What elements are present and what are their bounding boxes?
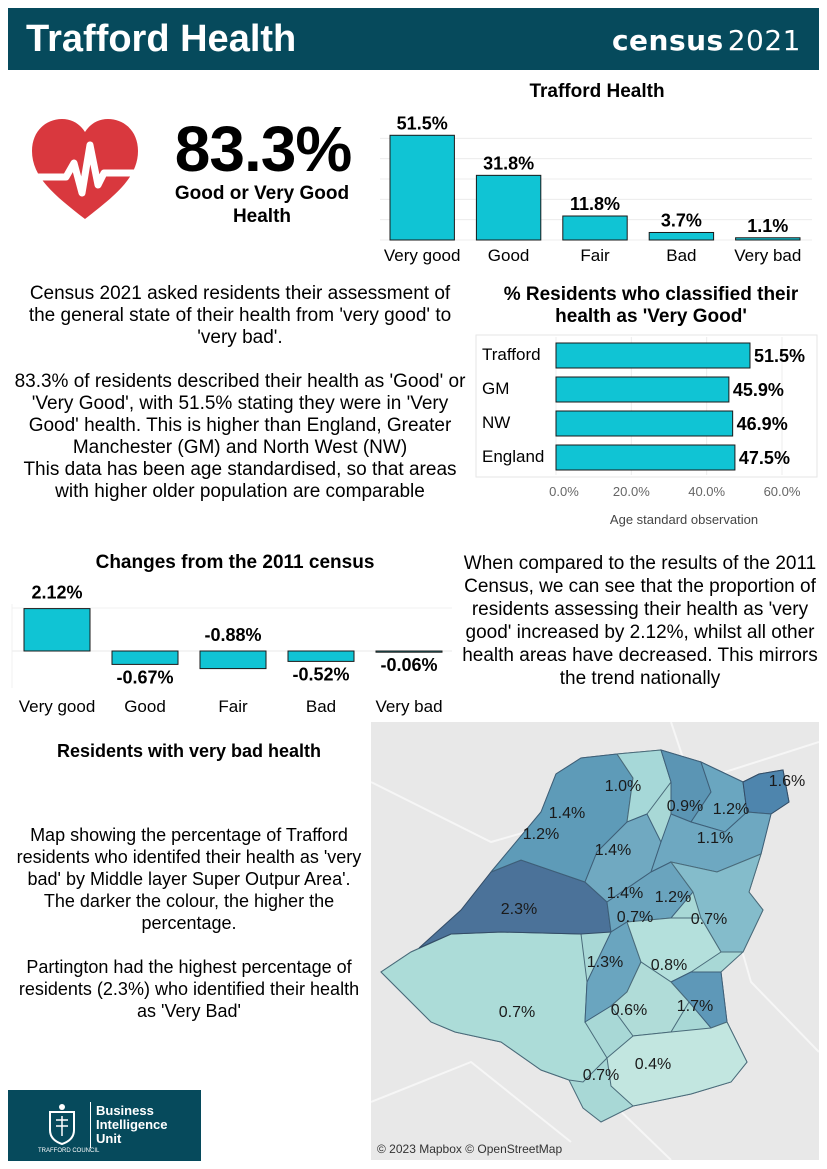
map-area-label: 1.2% (523, 826, 559, 843)
bar (555, 376, 730, 403)
map-area-label: 1.6% (769, 773, 805, 790)
map-area-label: 0.7% (499, 1004, 535, 1021)
map-area-label: 1.3% (587, 954, 623, 971)
data-label: 1.1% (747, 216, 788, 236)
changes-text: When compared to the results of the 2011… (462, 553, 818, 689)
data-label: 31.8% (483, 153, 534, 173)
data-label: 51.5% (397, 113, 448, 133)
data-label: 11.8% (570, 194, 620, 214)
intro-text: Census 2021 asked residents their assess… (14, 283, 466, 502)
map-section-title: Residents with very bad health (56, 741, 322, 761)
logo-text: Business Intelligence Unit (96, 1103, 168, 1146)
bar (287, 650, 355, 662)
tick-label: 40.0% (688, 484, 725, 499)
bar (111, 650, 179, 665)
tick-label: 60.0% (764, 484, 801, 499)
data-label: 45.9% (733, 380, 784, 400)
category-label: Fair (218, 697, 248, 716)
map-area-label: 0.8% (651, 957, 687, 974)
map-area-label: 1.7% (677, 998, 713, 1015)
map-area-label: 0.7% (691, 911, 727, 928)
plot-frame (475, 334, 818, 478)
business-intelligence-unit-logo: Business Intelligence Unit TRAFFORD COUN… (8, 1090, 201, 1161)
bar (375, 650, 443, 653)
map-labels-layer: 1.6% 1.0% 0.9% 1.2% 1.4% 1.2% 1.4% 1.1% 2.3% 1.4%… (499, 773, 805, 1084)
category-label: Very bad (734, 246, 801, 265)
data-label: -0.06% (380, 655, 437, 675)
map-area-label: 1.0% (605, 778, 641, 795)
heart-pulse-icon (16, 119, 154, 219)
health-bar-chart: 51.5% Very good 31.8% Good 11.8% Fair 3.7% Bad 1… (380, 113, 812, 265)
bar (555, 342, 751, 369)
headline-value: 83.3% (174, 113, 352, 185)
bar (648, 231, 715, 241)
map-area-label: 1.2% (655, 889, 691, 906)
data-label: -0.88% (204, 625, 261, 645)
map-area-label: 0.6% (611, 1002, 647, 1019)
category-label: Very good (384, 246, 461, 265)
map-area-label: 0.4% (635, 1056, 671, 1073)
category-label: Bad (666, 246, 696, 265)
category-label: Good (124, 697, 166, 716)
category-label: Trafford (482, 345, 541, 364)
category-label: Good (488, 246, 530, 265)
header-banner: Trafford Health census 2021 (8, 8, 819, 70)
census-logo-word: census (611, 24, 724, 57)
changes-chart-title: Changes from the 2011 census (95, 552, 375, 573)
category-label: NW (482, 413, 510, 432)
map-area-label: 1.2% (713, 801, 749, 818)
census-logo-year: 2021 (727, 24, 801, 57)
bar (23, 608, 91, 652)
bar (555, 410, 734, 437)
category-label: Very good (19, 697, 96, 716)
census-logo: census 2021 (612, 24, 801, 57)
data-label: 51.5% (754, 346, 805, 366)
data-label: 47.5% (739, 448, 790, 468)
headline-label: Good or Very Good Health (174, 183, 350, 227)
logo-council: TRAFFORD COUNCIL (38, 1148, 100, 1154)
map-credit: © 2023 Mapbox © OpenStreetMap (377, 1142, 563, 1156)
map-area-label: 2.3% (501, 901, 537, 918)
very-good-chart-title: % Residents who classified their health … (503, 284, 799, 327)
tick-label: 20.0% (613, 484, 650, 499)
bar (199, 650, 267, 670)
bar (562, 215, 628, 241)
category-label: GM (482, 379, 509, 398)
category-label: Very bad (375, 697, 442, 716)
category-label: England (482, 447, 544, 466)
map-description: Map showing the percentage of Trafford r… (16, 825, 362, 1021)
map-canvas (371, 722, 819, 1160)
category-label: Bad (306, 697, 336, 716)
trafford-map[interactable]: 1.6% 1.0% 0.9% 1.2% 1.4% 1.2% 1.4% 1.1% 2.3% 1.4%… (371, 722, 819, 1160)
map-area-label: 1.4% (607, 885, 643, 902)
map-area-label: 1.4% (595, 842, 631, 859)
page-title: Trafford Health (26, 18, 297, 60)
health-chart-title: Trafford Health (529, 81, 665, 102)
map-area-label: 0.7% (583, 1067, 619, 1084)
data-label: 46.9% (737, 414, 788, 434)
map-area-label: 0.9% (667, 798, 703, 815)
axis-label: Age standard observation (610, 512, 758, 527)
data-label: 2.12% (31, 583, 82, 603)
data-label: -0.67% (116, 667, 173, 687)
bar (389, 134, 455, 241)
trafford-crest-icon (49, 1104, 75, 1146)
category-label: Fair (580, 246, 610, 265)
bar (555, 444, 736, 471)
data-label: -0.52% (292, 664, 349, 684)
logo-divider (90, 1102, 91, 1148)
map-area-label: 1.1% (697, 830, 733, 847)
data-label: 3.7% (661, 210, 702, 230)
map-area-label: 1.4% (549, 805, 585, 822)
bar (735, 237, 801, 241)
tick-label: 0.0% (549, 484, 579, 499)
very-good-bar-chart: Trafford 51.5% GM 45.9% NW 46.9% England 47.5% 0… (475, 334, 818, 527)
map-area-label: 0.7% (617, 909, 653, 926)
changes-bar-chart: 2.12% Very good -0.67% Good -0.88% Fair -0.52%… (11, 583, 452, 716)
bar (475, 174, 542, 241)
